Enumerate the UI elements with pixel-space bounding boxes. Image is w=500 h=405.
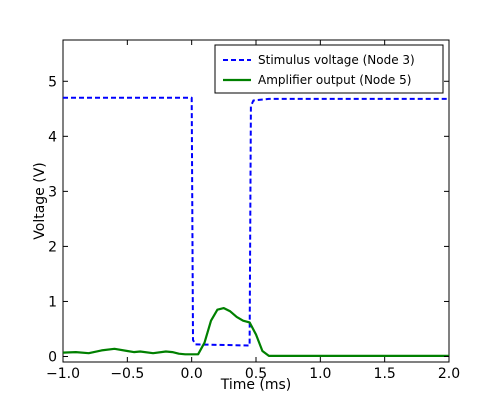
x-tick-label: −0.5 bbox=[110, 366, 144, 382]
series-layer bbox=[62, 96, 449, 357]
series-line-0 bbox=[63, 96, 449, 347]
y-tick-label: 3 bbox=[48, 184, 57, 200]
ticks-layer: −1.0 −0.5 0.0 0.5 1.0 1.5 2.0 0 1 2 3 4 5 bbox=[46, 40, 460, 382]
legend-label-amplifier: Amplifier output (Node 5) bbox=[258, 73, 411, 87]
x-tick-label: 0.5 bbox=[245, 366, 267, 382]
x-tick-label: 1.0 bbox=[309, 366, 331, 382]
y-tick-label: 5 bbox=[48, 74, 57, 90]
y-axis-label: Voltage (V) bbox=[32, 162, 48, 239]
legend-box bbox=[214, 44, 444, 94]
y-tick-label: 4 bbox=[48, 129, 57, 145]
x-tick-label: −1.0 bbox=[46, 366, 80, 382]
y-tick-label: 0 bbox=[48, 349, 57, 365]
legend: Stimulus voltage (Node 3) Amplifier outp… bbox=[214, 44, 444, 94]
y-tick-label: 1 bbox=[48, 294, 57, 310]
x-tick-label: 1.5 bbox=[374, 366, 396, 382]
x-tick-label: 2.0 bbox=[438, 366, 460, 382]
x-tick-label: 0.0 bbox=[181, 366, 203, 382]
series-line-1 bbox=[62, 307, 449, 357]
x-axis-label: Time (ms) bbox=[220, 377, 292, 393]
legend-label-stimulus: Stimulus voltage (Node 3) bbox=[258, 53, 415, 67]
y-tick-label: 2 bbox=[48, 239, 57, 255]
